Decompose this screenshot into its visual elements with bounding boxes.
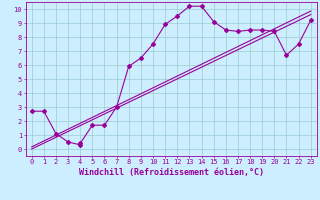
X-axis label: Windchill (Refroidissement éolien,°C): Windchill (Refroidissement éolien,°C)	[79, 168, 264, 177]
